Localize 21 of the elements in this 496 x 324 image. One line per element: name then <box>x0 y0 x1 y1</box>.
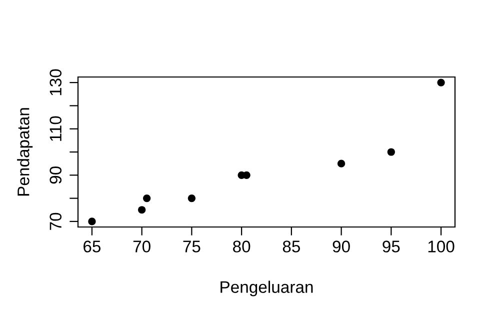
x-tick-label: 70 <box>133 240 150 252</box>
x-tick-label: 80 <box>233 240 250 252</box>
point <box>387 148 395 156</box>
point <box>188 194 196 202</box>
y-axis-title: Pendapatan <box>17 108 33 196</box>
y-tick-label: 90 <box>50 166 62 184</box>
x-tick-label: 65 <box>84 240 101 252</box>
x-tick-label: 95 <box>382 240 400 252</box>
x-tick-label: 85 <box>282 240 300 252</box>
y-tick-label: 110 <box>50 116 62 141</box>
point <box>338 160 346 168</box>
point <box>88 218 96 226</box>
y-tick-label: 130 <box>50 69 62 96</box>
x-tick-label: 90 <box>332 240 350 252</box>
point <box>138 206 146 214</box>
x-tick-label: 100 <box>428 240 454 252</box>
point <box>143 194 151 202</box>
x-tick-label: 75 <box>183 240 200 252</box>
point <box>437 78 445 86</box>
x-axis-title: Pengeluaran <box>220 280 313 296</box>
y-tick-label: 70 <box>50 212 62 230</box>
